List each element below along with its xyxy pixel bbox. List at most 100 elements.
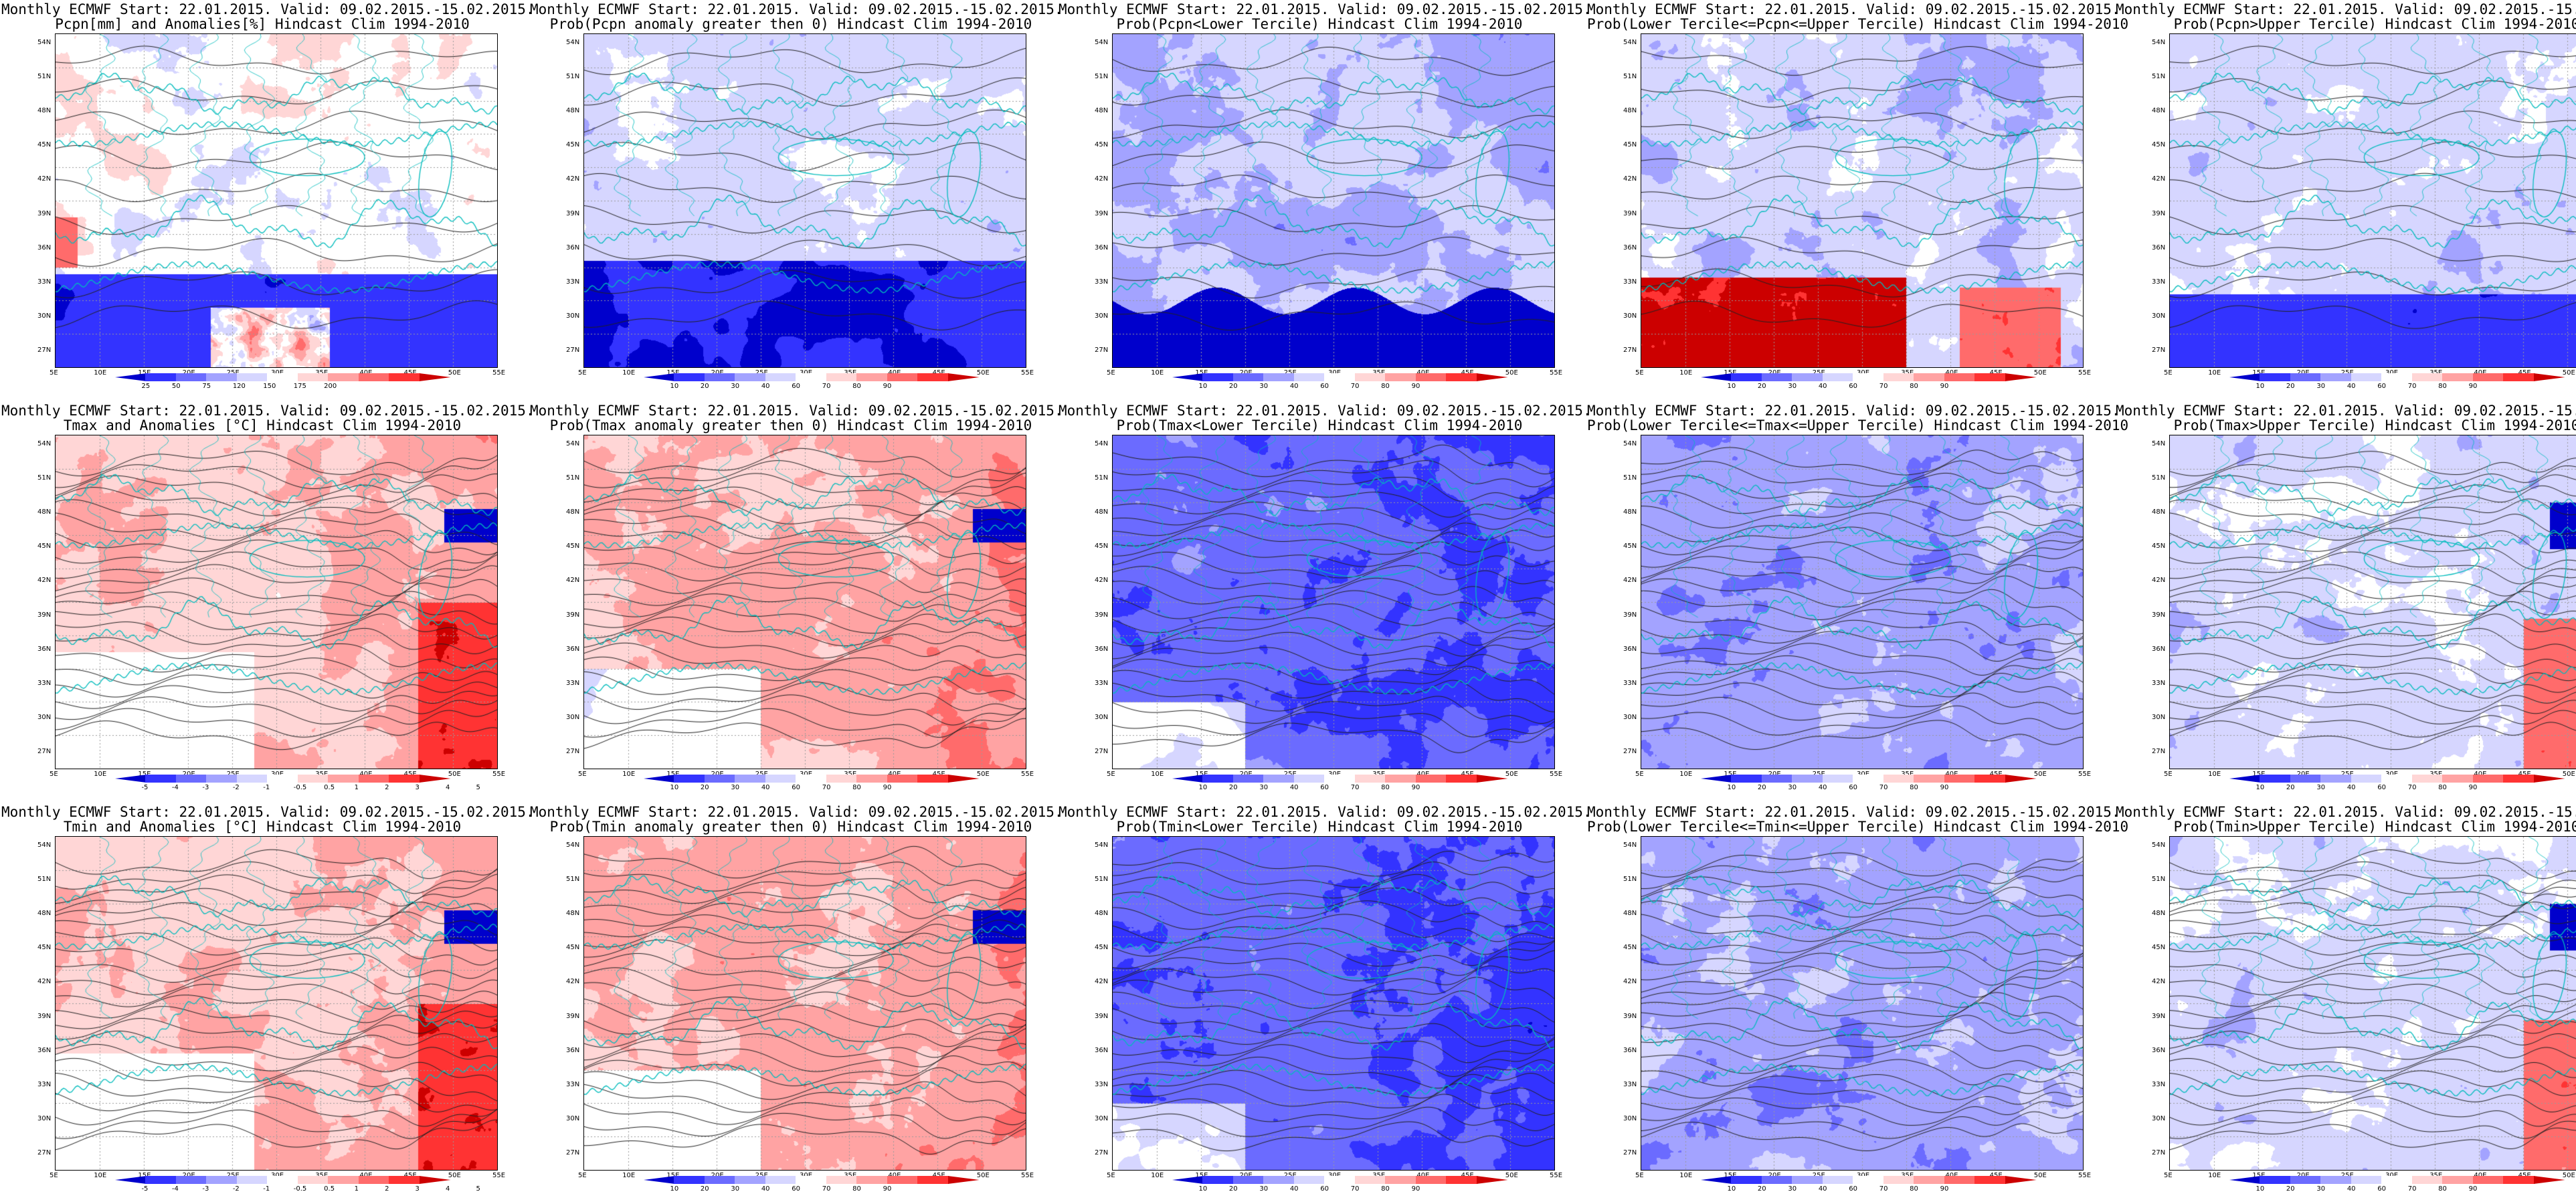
lon-tick-label: 35E (1372, 1172, 1385, 1179)
colorbar-tick-label: 30 (731, 784, 740, 791)
lat-tick-label: 33N (1095, 1080, 1109, 1088)
lat-tick-label: 51N (37, 73, 52, 81)
lon-tick-label: 45E (933, 369, 945, 377)
colorbar-segment (115, 373, 147, 381)
colorbar-segment (2503, 1176, 2535, 1184)
lon-tick-label: 40E (1945, 369, 1958, 377)
field-shading (584, 34, 1026, 367)
colorbar-tick-label: 20 (1757, 784, 1766, 791)
colorbar-segment (2472, 1176, 2504, 1184)
lat-tick-label: 27N (2152, 748, 2166, 755)
colorbar-tick-label: 80 (1910, 1185, 1918, 1193)
colorbar-tick-label: 0.5 (324, 784, 335, 791)
colorbar (1701, 373, 2037, 381)
colorbar-segment (2005, 373, 2037, 381)
colorbar-segment (2229, 775, 2261, 783)
lat-tick-label: 39N (1623, 1012, 1637, 1020)
colorbar-segment (2351, 373, 2383, 381)
colorbar-segment (2005, 1176, 2037, 1184)
lon-tick-label: 30E (1328, 1172, 1341, 1179)
panel-title-line1: Monthly ECMWF Start: 22.01.2015. Valid: … (1059, 804, 1592, 820)
panel-title-line1: Monthly ECMWF Start: 22.01.2015. Valid: … (1, 804, 535, 820)
lon-tick-label: 55E (1550, 1172, 1563, 1179)
lon-tick-label: 15E (666, 771, 680, 778)
lon-tick-label: 45E (933, 771, 945, 778)
colorbar-tick-label: -2 (232, 1185, 240, 1193)
colorbar-segment (1731, 1176, 1763, 1184)
lon-tick-label: 45E (404, 369, 417, 377)
lon-tick-label: 55E (492, 369, 506, 377)
colorbar-tick-label: 90 (883, 784, 892, 791)
panel-tmax-prob-middle: Monthly ECMWF Start: 22.01.2015. Valid: … (1587, 401, 2128, 803)
lon-tick-label: 20E (2297, 771, 2310, 778)
colorbar-segment (2320, 373, 2353, 381)
lon-tick-label: 40E (1945, 1172, 1958, 1179)
colorbar-segment (328, 1176, 360, 1184)
colorbar-tick-label: -4 (171, 784, 179, 791)
colorbar-tick-label: -0.5 (293, 784, 307, 791)
lon-tick-label: 30E (271, 1172, 284, 1179)
lon-tick-label: 10E (2208, 369, 2221, 377)
lat-tick-label: 48N (37, 910, 52, 918)
lat-tick-label: 42N (1623, 978, 1637, 986)
lon-tick-label: 25E (1284, 1172, 1297, 1179)
lon-tick-label: 35E (2429, 771, 2442, 778)
lat-tick-label: 27N (1095, 748, 1109, 755)
colorbar-tick-label: 150 (263, 383, 276, 390)
lat-tick-label: 30N (1095, 1114, 1109, 1122)
colorbar (2229, 775, 2565, 783)
colorbar-segment (674, 775, 706, 783)
lon-tick-label: 35E (1901, 771, 1914, 778)
colorbar-segment (644, 775, 675, 783)
lat-tick-label: 51N (1095, 876, 1109, 884)
colorbar-tick-label: 25 (141, 383, 151, 390)
lat-tick-label: 48N (37, 508, 52, 516)
colorbar-segment (2472, 775, 2504, 783)
lon-tick-label: 50E (1505, 1172, 1518, 1179)
lon-tick-label: 50E (2033, 771, 2047, 778)
lat-tick-label: 48N (2152, 508, 2166, 516)
panel-title-line1: Monthly ECMWF Start: 22.01.2015. Valid: … (1587, 1, 2120, 17)
colorbar-tick-label: 90 (883, 383, 892, 390)
colorbar-segment (1822, 775, 1854, 783)
colorbar-segment (887, 373, 919, 381)
lon-tick-label: 20E (711, 1172, 724, 1179)
lon-tick-label: 10E (1151, 771, 1164, 778)
colorbar-segment (267, 775, 299, 783)
colorbar-segment (826, 1176, 858, 1184)
colorbar-tick-label: 4 (446, 784, 450, 791)
colorbar-tick-label: 40 (2347, 784, 2356, 791)
lon-tick-label: 15E (138, 771, 151, 778)
lat-tick-label: 36N (2152, 1046, 2166, 1054)
colorbar (1701, 775, 2037, 783)
lat-tick-label: 33N (37, 278, 52, 286)
lon-tick-label: 5E (1107, 1172, 1115, 1179)
colorbar-tick-label: 90 (883, 1185, 892, 1193)
lat-tick-label: 30N (2152, 1114, 2166, 1122)
colorbar-tick-label: 80 (1910, 784, 1918, 791)
lon-tick-label: 20E (183, 1172, 195, 1179)
colorbar-segment (796, 1176, 828, 1184)
colorbar-segment (115, 1176, 147, 1184)
colorbar-tick-label: 10 (1198, 784, 1208, 791)
colorbar-tick-label: 30 (1259, 383, 1269, 390)
lat-tick-label: 45N (1095, 141, 1109, 149)
lon-tick-label: 10E (94, 1172, 107, 1179)
lon-tick-label: 25E (1813, 369, 1825, 377)
lon-tick-label: 30E (800, 369, 812, 377)
lon-tick-label: 15E (1724, 1172, 1737, 1179)
colorbar-segment (1853, 1176, 1885, 1184)
colorbar-segment (358, 373, 390, 381)
lat-tick-label: 54N (2152, 39, 2166, 46)
lat-tick-label: 33N (37, 679, 52, 687)
lon-tick-label: 20E (2297, 1172, 2310, 1179)
colorbar-tick-label: 20 (2286, 383, 2295, 390)
lon-tick-label: 25E (1284, 771, 1297, 778)
colorbar-tick-label: 10 (670, 1185, 679, 1193)
colorbar-segment (1883, 775, 1915, 783)
lat-tick-label: 30N (566, 312, 580, 320)
panel-tmin-prob-lower: Monthly ECMWF Start: 22.01.2015. Valid: … (1059, 803, 1592, 1204)
lat-tick-label: 48N (566, 107, 580, 115)
map-area (1112, 435, 1555, 769)
colorbar-tick-label: 40 (1289, 1185, 1299, 1193)
